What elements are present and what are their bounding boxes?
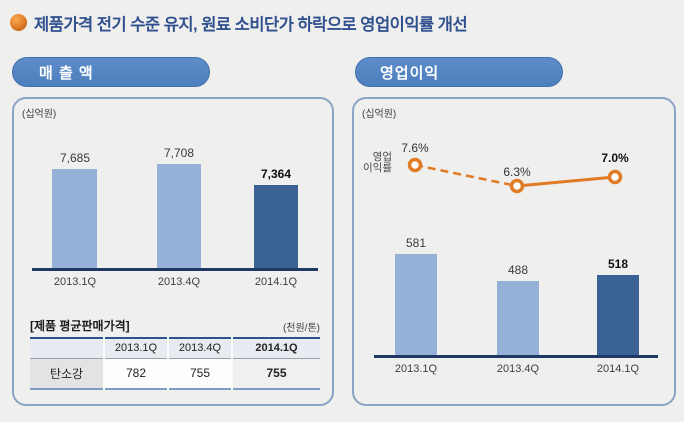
- profit-unit-label: (십억원): [362, 109, 397, 120]
- price-table-row-carbon-steel: 탄소강 782 755 755: [30, 358, 320, 389]
- sales-cat-label: 2014.1Q: [254, 276, 298, 288]
- page-title: 제품가격 전기 수준 유지, 원료 소비단가 하락으로 영업이익률 개선: [34, 16, 468, 34]
- profit-section-title: 영업이익: [380, 64, 440, 82]
- margin-value-label: 7.0%: [601, 151, 629, 165]
- profit-bar-value: 581: [405, 236, 427, 250]
- title-bullet-icon: [10, 14, 27, 31]
- sales-bar-2013-1q: [52, 169, 97, 268]
- margin-value-label: 7.6%: [401, 141, 429, 155]
- sales-cat-label: 2013.1Q: [53, 276, 97, 288]
- price-table-header-row: 2013.1Q 2013.4Q 2014.1Q: [30, 338, 320, 359]
- sales-bar-2013-4q: [157, 164, 201, 268]
- sales-bar-value: 7,364: [260, 167, 292, 181]
- profit-bar-value: 488: [507, 263, 529, 277]
- sales-panel: (십억원) 7,685 7,708 7,364 2013.1Q 2013.4Q …: [12, 97, 334, 406]
- price-table: 2013.1Q 2013.4Q 2014.1Q 탄소강 782 755 755: [30, 337, 320, 390]
- margin-marker-2013-1q: [407, 157, 423, 173]
- price-cell-2014-1q: 755: [232, 358, 320, 389]
- price-table-caption-row: [제품 평균판매가격] (천원/톤): [30, 317, 320, 334]
- profit-cat-label: 2013.4Q: [496, 363, 540, 375]
- sales-bar-2014-1q: [254, 185, 298, 268]
- price-row-label: 탄소강: [30, 358, 105, 389]
- margin-line-chart: [407, 157, 623, 194]
- margin-marker-2014-1q: [607, 169, 623, 185]
- sales-cat-label: 2013.4Q: [157, 276, 201, 288]
- profit-x-axis: [374, 355, 658, 358]
- price-table-header-empty: [30, 338, 105, 359]
- sales-x-axis: [32, 268, 318, 271]
- profit-bar-value: 518: [607, 257, 629, 271]
- margin-line-dashed-segment: [414, 163, 518, 188]
- price-cell-2013-1q: 782: [104, 358, 169, 389]
- profit-panel: (십억원) 영업 이익률 7.6% 6.3% 7.0% 581 488 518 …: [352, 97, 676, 406]
- price-table-header-2013-4q: 2013.4Q: [168, 338, 233, 359]
- price-cell-2013-4q: 755: [168, 358, 233, 389]
- price-table-header-2014-1q: 2014.1Q: [232, 338, 320, 359]
- profit-bar-2013-1q: [395, 254, 437, 355]
- profit-cat-label: 2013.1Q: [394, 363, 438, 375]
- sales-bar-value: 7,685: [59, 151, 91, 165]
- sales-bar-value: 7,708: [163, 146, 195, 160]
- margin-value-label: 6.3%: [503, 165, 531, 179]
- profit-cat-label: 2014.1Q: [596, 363, 640, 375]
- margin-marker-2013-4q: [509, 178, 525, 194]
- margin-series-label: 영업 이익률: [360, 152, 392, 174]
- sales-section-title: 매 출 액: [39, 64, 94, 82]
- margin-series-label-line1: 영업: [372, 151, 392, 163]
- sales-unit-label: (십억원): [22, 109, 57, 120]
- profit-bar-2013-4q: [497, 281, 539, 355]
- sales-section-header: 매 출 액: [12, 57, 210, 87]
- price-table-header-2013-1q: 2013.1Q: [104, 338, 169, 359]
- margin-line-solid-segment: [516, 175, 616, 188]
- price-table-title: [제품 평균판매가격]: [30, 319, 130, 333]
- price-table-unit: (천원/톤): [282, 323, 320, 334]
- profit-section-header: 영업이익: [355, 57, 563, 87]
- margin-series-label-line2: 이익률: [363, 162, 392, 174]
- profit-bar-2014-1q: [597, 275, 639, 355]
